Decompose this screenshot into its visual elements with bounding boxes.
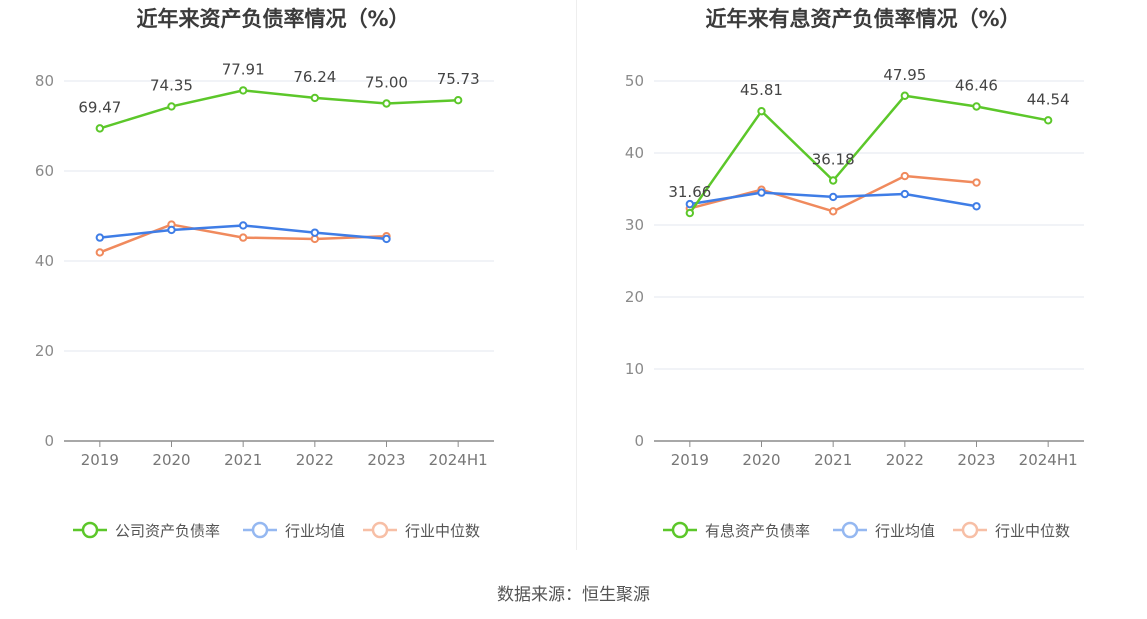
data-label: 75.00 [365, 74, 408, 92]
data-point [95, 248, 105, 257]
y-tick-label: 60 [35, 162, 54, 180]
data-point [685, 208, 695, 218]
y-tick-label: 20 [625, 288, 644, 306]
x-tick-label: 2022 [296, 451, 334, 469]
legend-marker [841, 521, 859, 539]
x-tick-label: 2020 [152, 451, 190, 469]
y-tick-label: 30 [625, 216, 644, 234]
legend-marker [371, 521, 389, 539]
x-tick-label: 2024H1 [429, 451, 488, 469]
data-label: 47.95 [883, 66, 926, 84]
data-point [972, 178, 981, 187]
data-point [382, 234, 391, 244]
y-tick-label: 40 [625, 144, 644, 162]
y-tick-label: 0 [634, 432, 644, 450]
data-point [453, 96, 463, 105]
data-point [167, 102, 176, 111]
data-label: 77.91 [222, 60, 265, 78]
data-point [757, 106, 766, 116]
x-tick-label: 2021 [814, 451, 852, 469]
data-source-note: 数据来源：恒生聚源 [497, 585, 650, 605]
y-tick-label: 10 [625, 360, 644, 378]
data-label: 44.54 [1027, 90, 1070, 108]
x-tick-label: 2020 [742, 451, 780, 469]
data-point [828, 207, 838, 216]
x-tick-label: 2019 [81, 451, 119, 469]
data-point [95, 124, 105, 133]
data-point [685, 199, 695, 209]
data-point [382, 99, 391, 108]
data-point [167, 225, 176, 235]
chart-title: 近年来有息资产负债率情况（%） [705, 7, 1020, 31]
data-label: 36.18 [812, 151, 855, 169]
data-point [310, 93, 320, 103]
legend-label: 行业中位数 [995, 522, 1070, 540]
legend-label: 行业中位数 [405, 522, 480, 540]
x-tick-label: 2024H1 [1019, 451, 1078, 469]
data-point [972, 202, 981, 211]
panel-divider [576, 0, 577, 550]
data-point [1043, 116, 1053, 125]
data-point [900, 171, 910, 181]
x-tick-label: 2021 [224, 451, 262, 469]
chart-svg: 近年来资产负债率情况（%） 0 20 40 60 80 2019 2020 2021 2022 20… [35, 7, 494, 540]
data-point [238, 233, 248, 242]
data-label: 74.35 [150, 76, 193, 94]
legend-label: 公司资产负债率 [115, 522, 220, 540]
chart-interest-bearing-liability-ratio: 近年来有息资产负债率情况（%） 0 10 20 30 40 50 2019 2020 2021 20… [590, 0, 1147, 560]
chart-asset-liability-ratio: 近年来资产负债率情况（%） 0 20 40 60 80 2019 2020 2021 2022 20… [0, 0, 560, 560]
y-tick-label: 80 [35, 72, 54, 90]
series-line [99, 89, 459, 130]
chart-title: 近年来资产负债率情况（%） [136, 7, 409, 31]
data-point [828, 192, 838, 202]
data-point [900, 189, 910, 199]
y-tick-label: 50 [625, 72, 644, 90]
series-line [688, 94, 1049, 214]
y-tick-label: 40 [35, 252, 54, 270]
data-label: 46.46 [955, 76, 998, 94]
chart-svg: 近年来有息资产负债率情况（%） 0 10 20 30 40 50 2019 2020 2021 20… [625, 7, 1084, 540]
data-point [757, 188, 766, 197]
y-tick-label: 20 [35, 342, 54, 360]
legend-marker [961, 521, 979, 539]
y-tick-label: 0 [44, 432, 54, 450]
data-label: 75.73 [437, 70, 480, 88]
data-label: 31.66 [668, 183, 711, 201]
data-point [972, 102, 981, 111]
legend-marker [81, 521, 99, 539]
legend-label: 有息资产负债率 [705, 522, 810, 540]
data-point [828, 176, 838, 185]
x-tick-label: 2023 [957, 451, 995, 469]
data-point [900, 91, 910, 100]
data-point [238, 221, 248, 230]
x-tick-label: 2022 [886, 451, 924, 469]
data-point [310, 228, 320, 237]
legend-label: 行业均值 [285, 522, 345, 540]
legend-label: 行业均值 [875, 522, 935, 540]
data-point [238, 86, 248, 95]
data-label: 45.81 [740, 81, 783, 99]
data-point [95, 233, 105, 242]
legend-marker [251, 521, 269, 539]
x-tick-label: 2023 [367, 451, 405, 469]
data-label: 69.47 [78, 98, 121, 116]
legend-marker [671, 521, 689, 539]
x-tick-label: 2019 [671, 451, 709, 469]
data-label: 76.24 [293, 68, 336, 86]
